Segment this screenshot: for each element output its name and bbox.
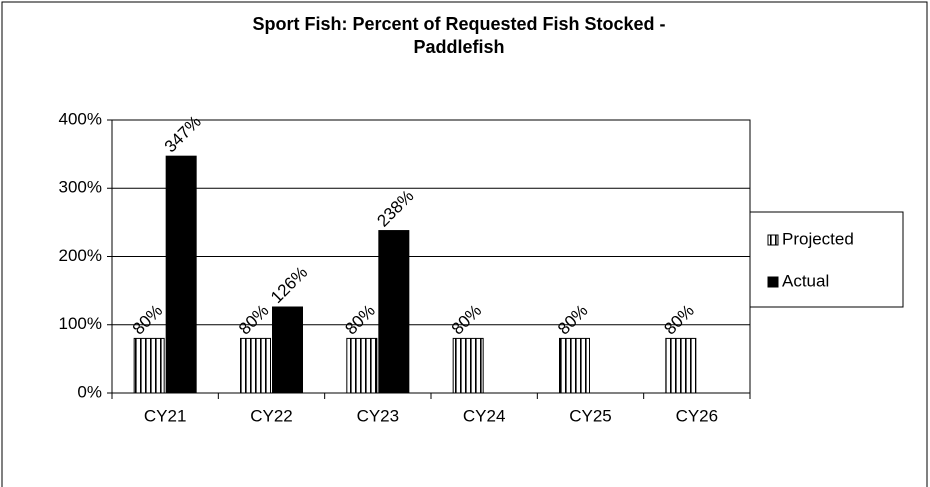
bar bbox=[346, 337, 378, 394]
y-tick-label: 200% bbox=[59, 246, 102, 265]
legend-box bbox=[749, 211, 904, 308]
y-tick-label: 0% bbox=[77, 382, 102, 401]
x-tick-label: CY25 bbox=[569, 406, 612, 425]
x-tick-label: CY23 bbox=[357, 406, 400, 425]
legend-label: Actual bbox=[782, 271, 829, 290]
legend-swatch bbox=[767, 276, 779, 288]
bar bbox=[272, 306, 303, 394]
legend-swatch bbox=[767, 234, 779, 246]
bar bbox=[165, 155, 197, 394]
chart-title: Sport Fish: Percent of Requested Fish St… bbox=[252, 14, 665, 34]
x-tick-label: CY21 bbox=[144, 406, 187, 425]
bar bbox=[133, 337, 165, 394]
x-tick-label: CY22 bbox=[250, 406, 293, 425]
bar bbox=[559, 337, 590, 394]
y-tick-label: 400% bbox=[59, 109, 102, 128]
bar bbox=[378, 230, 410, 394]
chart-subtitle: Paddlefish bbox=[413, 37, 504, 57]
y-tick-label: 300% bbox=[59, 178, 102, 197]
bar bbox=[665, 337, 697, 394]
x-tick-label: CY24 bbox=[463, 406, 506, 425]
legend-label: Projected bbox=[782, 229, 854, 248]
y-tick-label: 100% bbox=[59, 314, 102, 333]
x-tick-label: CY26 bbox=[676, 406, 719, 425]
bar bbox=[240, 337, 271, 394]
bar bbox=[452, 337, 484, 394]
